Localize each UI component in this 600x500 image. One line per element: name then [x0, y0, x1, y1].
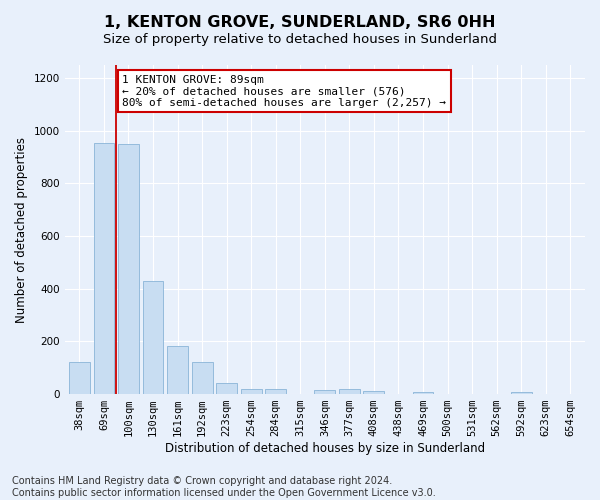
Bar — [314, 390, 335, 394]
Bar — [167, 346, 188, 394]
Bar — [94, 142, 115, 394]
Bar — [265, 389, 286, 394]
Text: Size of property relative to detached houses in Sunderland: Size of property relative to detached ho… — [103, 32, 497, 46]
Bar — [364, 392, 385, 394]
Bar — [216, 383, 237, 394]
Bar — [118, 144, 139, 394]
Text: 1, KENTON GROVE, SUNDERLAND, SR6 0HH: 1, KENTON GROVE, SUNDERLAND, SR6 0HH — [104, 15, 496, 30]
Bar — [339, 390, 360, 394]
X-axis label: Distribution of detached houses by size in Sunderland: Distribution of detached houses by size … — [165, 442, 485, 455]
Text: 1 KENTON GROVE: 89sqm
← 20% of detached houses are smaller (576)
80% of semi-det: 1 KENTON GROVE: 89sqm ← 20% of detached … — [122, 74, 446, 108]
Bar — [191, 362, 212, 394]
Bar — [511, 392, 532, 394]
Bar — [413, 392, 433, 394]
Text: Contains HM Land Registry data © Crown copyright and database right 2024.
Contai: Contains HM Land Registry data © Crown c… — [12, 476, 436, 498]
Bar — [69, 362, 90, 394]
Bar — [143, 282, 163, 394]
Y-axis label: Number of detached properties: Number of detached properties — [15, 136, 28, 322]
Bar — [241, 389, 262, 394]
